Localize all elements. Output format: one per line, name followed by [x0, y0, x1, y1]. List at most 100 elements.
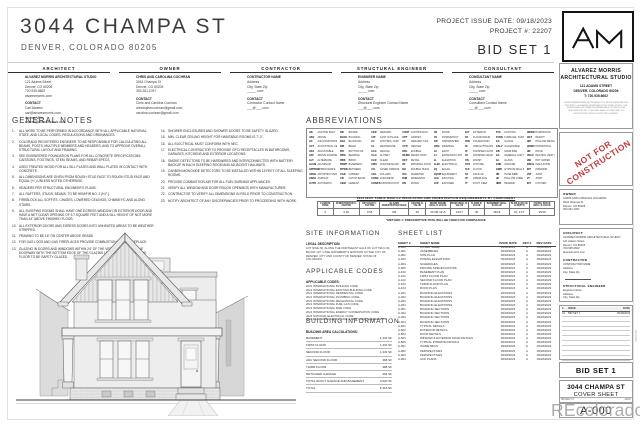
recolorado-watermark: REcolorado — [551, 400, 640, 420]
building-area-label: SECOND FLOOR — [306, 350, 331, 355]
plot-stamp: 09/18/2023 — [634, 330, 636, 342]
owner-line: 303.261.1097 — [563, 208, 580, 212]
contact-column-rule — [8, 72, 110, 73]
sheet-list-cell: 09/18/2023 — [536, 273, 552, 278]
note-text: CARBON MONOXIDE DETECTORS TO BE INSTALLE… — [168, 169, 303, 178]
sheet-list-cell: 09/18/2023 — [500, 340, 516, 345]
abbreviation-entry: FIN FINISH — [464, 158, 482, 162]
contact-person-line: Structural Engineer Contact Name — [358, 101, 409, 106]
abbreviation-entry: INSULINSULATION — [526, 163, 551, 167]
issue-log-empty-cell — [568, 356, 604, 360]
owner-line: Denver, CO 80205 — [563, 204, 586, 208]
iecc-value: 15/19 — [529, 208, 555, 216]
iecc-column-header: WOOD FRAME WALL R-VALUE — [425, 200, 451, 210]
general-note: 1. ALL WORK TO BE PERFORMED IN ACCORDANCE… — [12, 129, 155, 137]
party-label: CONTRACTOR — [563, 258, 588, 263]
sheet-list-cell: 09/18/2023 — [500, 319, 516, 324]
abbreviation-entry: ABV ABOVE — [309, 135, 327, 139]
firm-name-line2: ARCHITECTURAL STUDIO — [560, 74, 632, 81]
issue-log-empty-cell — [568, 351, 604, 355]
abbreviation-entry: DR DOOR — [433, 131, 450, 134]
note-text: FOR GAS LOGS AND GAS FIREPLACES PROVIDE … — [19, 240, 148, 245]
contact-person-group: CONTACT Contractor Contact Name ___@___.co… — [230, 97, 332, 111]
note-text: FRAMING TO BE 16" ON CENTER ABOVE GRADE. — [19, 234, 95, 238]
abbreviation-entry: EL ELEVATION — [433, 158, 456, 162]
sheet-list-cell: 09/18/2023 — [536, 253, 552, 258]
sheet-list-cell: A-002 — [398, 253, 406, 258]
sheet-list-cell: ROOF DETAILS — [420, 331, 441, 336]
sheet-list-cell: BUILDING SECTIONS — [420, 315, 450, 320]
sheet-list-row: A-303 BUILDING SECTIONS 09/18/2023 A 09/18/2… — [398, 315, 556, 319]
code-item: 2021 INTERNATIONAL BUILDING CODE — [306, 284, 358, 288]
general-notes-col2: 14. SHOWER ENCLOSURES AND SHOWER DOORS TO… — [161, 129, 304, 229]
party-architect: ARCHITECT ALVAREZ MORRIS ARCHITECTURAL ST… — [563, 231, 629, 255]
general-note: 11. FRAMING TO BE 16" ON CENTER ABOVE GRA… — [12, 234, 155, 238]
contact-info-line: CONTRACTOR NAME — [247, 75, 282, 79]
iecc-column-header: SLAB R-VALUE & DEPTH — [508, 200, 531, 210]
iecc-column-header: CEILING R-VALUE — [408, 200, 427, 210]
contact-column-rule — [230, 72, 332, 73]
sheet-list-cell: A-001 — [398, 249, 406, 254]
abbreviation-entry: CONSTCONSTRUCTION — [371, 181, 400, 185]
sheet-list-row: A-302 BUILDING SECTIONS 09/18/2023 A 09/18/2… — [398, 311, 556, 315]
issue-log-empty-row — [562, 346, 630, 352]
party-line: City, State Zip — [563, 296, 580, 300]
abbreviation-entry: ARCHARCHITECTURAL — [309, 172, 338, 176]
sheet-list-cell: 09/18/2023 — [536, 352, 552, 357]
sheet-list-cell: 09/18/2023 — [536, 327, 552, 332]
sheet-list-cell: 09/18/2023 — [500, 273, 516, 278]
contact-person-group: CONTACT Consultant Contact Name ___@___.co… — [452, 97, 554, 111]
header-divider — [8, 62, 554, 63]
sheet-list-cell: A-101 — [398, 273, 406, 278]
abbreviation-entry: CONTCONTINUOUS — [402, 131, 428, 134]
sheet-list-cell: 09/18/2023 — [500, 352, 516, 357]
abbreviation-entry: COL COLUMN — [371, 172, 391, 176]
sheet-list-row: A-505 TYPICAL INTERIOR DETAILS 09/18/2023 A… — [398, 340, 556, 344]
firm-address-line: 121 ADAMS STREET — [579, 84, 613, 88]
general-note: 4. USED TREATED WOOD FOR ALL SILL PLATES … — [12, 165, 155, 173]
sheet-list-cell: A — [526, 253, 528, 258]
project-number-value: 22207 — [624, 398, 631, 401]
code-item: 2021 INTERNATIONAL EXISTING BUILDING COD… — [306, 287, 372, 292]
abbreviation-entry: HORIZHORIZONTAL — [526, 144, 552, 148]
party-label: ARCHITECT — [563, 231, 584, 235]
note-text: ALL DIMENSIONS ARE GIVEN FROM ROUGH STUD… — [19, 175, 150, 184]
iecc-table: 2015 IECC TABLE R402.1.2 INSULATION AND … — [317, 196, 555, 222]
sheet-list-cell: 09/18/2023 — [500, 302, 516, 307]
sheet-list-cell: PERSPECTIVES — [420, 348, 443, 353]
sheet-list-row: A-202 BUILDING ELEVATIONS 09/18/2023 A 09/18… — [398, 295, 556, 299]
contact-info-line: _____.com — [247, 89, 264, 94]
sheet-list-cell: BUILDING SECTIONS — [420, 319, 450, 324]
abbreviation-entry: DWG DRAWING — [433, 144, 455, 148]
issue-log-empty-cell — [568, 336, 604, 340]
sheet-list-cell: BUILDING SECTIONS — [420, 307, 450, 312]
legal-description-text: LOT NINE (9), ALONG THE NORTHEAST HALF O… — [306, 246, 391, 262]
sheet-list-cell: 09/18/2023 — [500, 249, 516, 254]
note-number: 15. — [161, 135, 166, 140]
general-note: 22. CONTRACTOR TO VERIFY ALL DIMENSIONS I… — [161, 192, 304, 196]
general-note: 23. NOTIFY ARCHITECT OF ANY DISCREPANCIES… — [161, 199, 304, 203]
note-text: GLAZING IN DOORS AND WINDOWS WITHIN 24" … — [19, 246, 147, 259]
sheet-list-row: A-503 ROOF DETAILS 09/18/2023 A 09/18/2023 — [398, 332, 556, 336]
sheet-list-cell: A — [526, 245, 528, 249]
sheet-list-row: A-100 BASEMENT PLAN 09/18/2023 A 09/18/2023 — [398, 270, 556, 274]
sheet-list-row: A-501 TYPICAL DETAILS 09/18/2023 A 09/18/202… — [398, 324, 556, 328]
party-line: Address — [563, 267, 573, 271]
sheet-list-cell: A — [526, 282, 528, 287]
sheet-list-cell: 09/18/2023 — [536, 344, 552, 349]
general-note: 5. ALL DIMENSIONS ARE GIVEN FROM ROUGH ST… — [12, 175, 155, 183]
sheet-list-cell: A — [526, 261, 528, 266]
building-calc-label: BUILDING AREA CALCULATIONS: — [306, 330, 358, 334]
sheet-list-column-header: REV # — [522, 241, 532, 245]
sheet-list-cell: A-102 — [398, 278, 406, 283]
sheet-list-cell: ZONING ELEVATIONS — [420, 257, 450, 262]
sheet-list-cell: 09/18/2023 — [500, 311, 516, 316]
firm-address-line: T: 720.935.6662 — [584, 93, 608, 98]
general-notes: 1. ALL WORK TO BE PERFORMED IN ACCORDANCE… — [12, 129, 304, 259]
sheet-list-cell: A-903 — [398, 352, 406, 357]
general-note: 19. CARBON MONOXIDE DETECTORS TO BE INSTA… — [161, 169, 304, 177]
abbreviation-entry: CT CERAMIC TILE — [402, 140, 429, 144]
sheet-list-row: A-003 ZONING ELEVATIONS 09/18/2023 A 09/18/2… — [398, 257, 556, 261]
